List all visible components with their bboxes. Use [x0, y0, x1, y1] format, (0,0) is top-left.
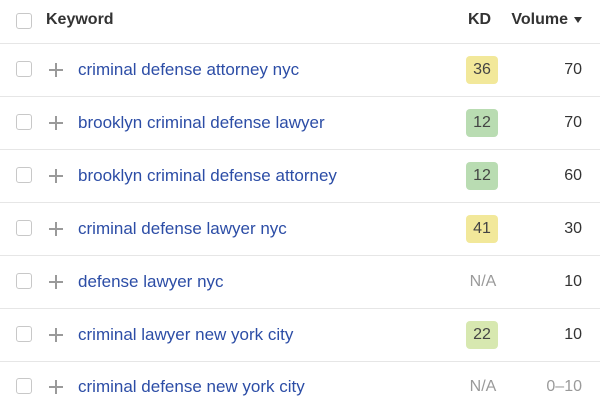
keyword-link[interactable]: brooklyn criminal defense lawyer [78, 113, 325, 132]
table-row: criminal defense lawyer nyc 41 30 [0, 203, 600, 256]
table-row: criminal defense new york city N/A 0–10 [0, 362, 600, 412]
sort-desc-icon [574, 17, 582, 23]
table-header: Keyword KD Volume [0, 0, 600, 44]
add-keyword-plus-icon[interactable] [48, 274, 64, 290]
keyword-link[interactable]: criminal defense lawyer nyc [78, 219, 287, 238]
add-keyword-plus-icon[interactable] [48, 168, 64, 184]
row-checkbox[interactable] [16, 273, 32, 289]
row-checkbox[interactable] [16, 220, 32, 236]
row-checkbox[interactable] [16, 114, 32, 130]
row-checkbox[interactable] [16, 167, 32, 183]
kd-badge: 22 [466, 321, 498, 349]
row-checkbox[interactable] [16, 378, 32, 394]
row-checkbox[interactable] [16, 61, 32, 77]
keyword-link[interactable]: criminal defense new york city [78, 377, 305, 396]
add-keyword-plus-icon[interactable] [48, 221, 64, 237]
volume-header-label: Volume [511, 11, 568, 28]
volume-value: 10 [564, 326, 582, 343]
table-row: defense lawyer nyc N/A 10 [0, 256, 600, 309]
kd-badge: N/A [469, 378, 497, 395]
keyword-link[interactable]: criminal lawyer new york city [78, 325, 294, 344]
table-row: criminal lawyer new york city 22 10 [0, 309, 600, 362]
volume-value: 60 [564, 167, 582, 184]
add-keyword-plus-icon[interactable] [48, 327, 64, 343]
volume-value: 30 [564, 220, 582, 237]
volume-value: 0–10 [546, 378, 582, 395]
row-checkbox[interactable] [16, 326, 32, 342]
keyword-link[interactable]: brooklyn criminal defense attorney [78, 166, 337, 185]
add-keyword-plus-icon[interactable] [48, 62, 64, 78]
kd-badge: 12 [466, 109, 498, 137]
table-row: brooklyn criminal defense lawyer 12 70 [0, 97, 600, 150]
volume-column-header[interactable]: Volume [511, 11, 582, 29]
table-row: brooklyn criminal defense attorney 12 60 [0, 150, 600, 203]
add-keyword-plus-icon[interactable] [48, 115, 64, 131]
keyword-link[interactable]: criminal defense attorney nyc [78, 60, 300, 79]
volume-value: 10 [564, 273, 582, 290]
kd-column-header[interactable]: KD [468, 11, 492, 28]
select-all-checkbox[interactable] [16, 12, 32, 29]
kd-badge: 41 [466, 215, 498, 243]
volume-value: 70 [564, 61, 582, 78]
volume-value: 70 [564, 114, 582, 131]
add-keyword-plus-icon[interactable] [48, 379, 64, 395]
kd-badge: 36 [466, 56, 498, 84]
kd-badge: 12 [466, 162, 498, 190]
kd-badge: N/A [469, 273, 497, 290]
table-row: criminal defense attorney nyc 36 70 [0, 44, 600, 97]
keyword-column-header[interactable]: Keyword [46, 11, 114, 28]
keyword-link[interactable]: defense lawyer nyc [78, 272, 224, 291]
